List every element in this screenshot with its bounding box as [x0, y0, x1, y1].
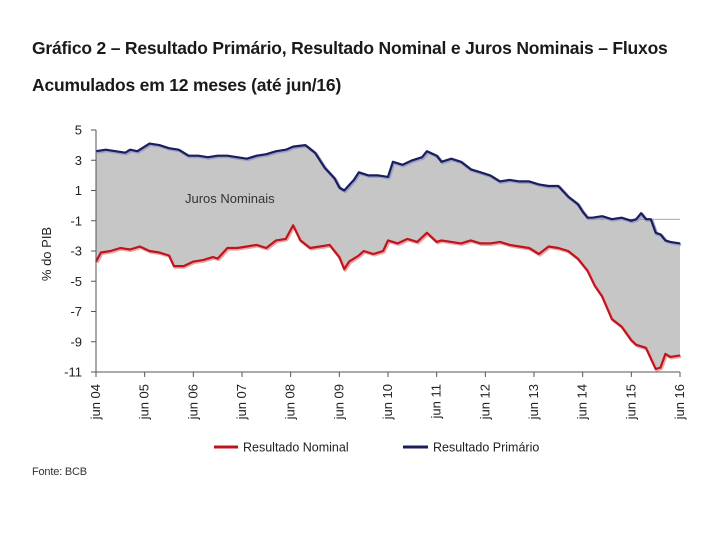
chart-title: Gráfico 2 – Resultado Primário, Resultad…: [32, 38, 668, 95]
x-tick-label: jun 13: [526, 384, 541, 420]
x-tick-label: jun 09: [331, 384, 346, 420]
y-tick-label: 5: [75, 123, 82, 138]
juros-nominais-area: [96, 143, 680, 369]
series-line-primario: [95, 142, 681, 245]
y-tick-label: 1: [75, 183, 82, 198]
x-tick-label: jun 06: [185, 384, 200, 420]
x-tick-label: jun 14: [575, 384, 590, 420]
x-tick-label: jun 16: [672, 384, 687, 420]
legend: Resultado Nominal Resultado Primário: [214, 441, 539, 455]
y-tick-label: -9: [70, 334, 82, 349]
x-tick-label: jun 12: [477, 384, 492, 420]
y-tick-label: -3: [70, 244, 82, 259]
x-tick-label: jun 07: [234, 384, 249, 420]
x-tick-label: jun 10: [380, 384, 395, 420]
y-axis-label: % do PIB: [39, 227, 54, 281]
y-tick-label: 3: [75, 153, 82, 168]
series-line-nominal: [95, 224, 681, 371]
area-annotation: Juros Nominais: [185, 191, 275, 206]
y-tick-label: -1: [70, 213, 82, 228]
legend-label-primario: Resultado Primário: [433, 441, 539, 455]
x-tick-label: jun 04: [88, 384, 103, 420]
y-tick-label: -11: [64, 365, 82, 380]
legend-label-nominal: Resultado Nominal: [243, 441, 349, 455]
x-tick-label: jun 08: [283, 384, 298, 420]
source-note: Fonte: BCB: [32, 466, 87, 478]
x-tick-label: jun 11: [429, 384, 444, 419]
y-tick-label: -5: [70, 274, 82, 289]
x-tick-label: jun 15: [623, 384, 638, 420]
y-tick-label: -7: [70, 304, 82, 319]
x-tick-label: jun 05: [137, 384, 152, 420]
